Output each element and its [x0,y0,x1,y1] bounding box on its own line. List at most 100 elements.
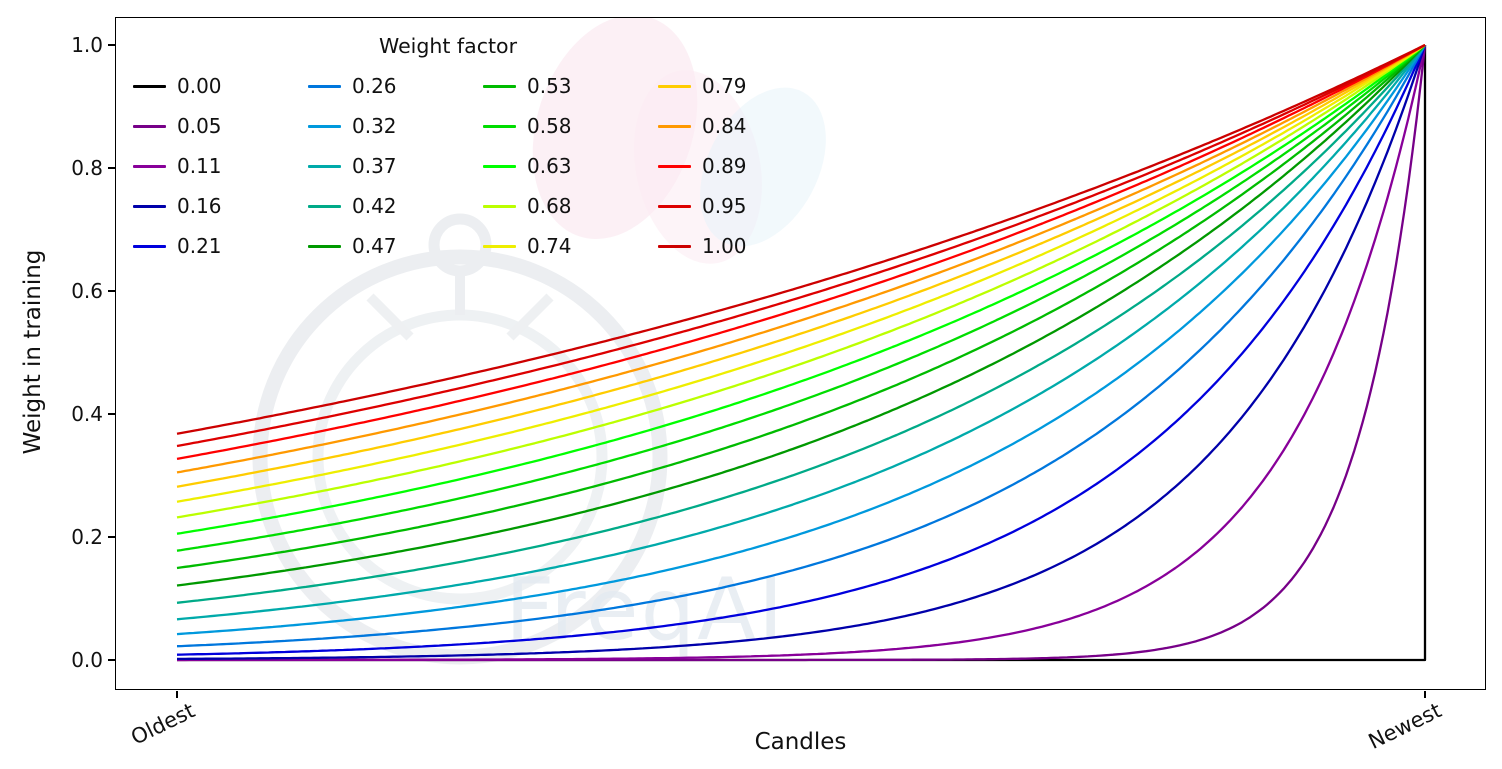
y-axis-title: Weight in training [20,249,46,455]
legend-label: 0.58 [527,114,572,138]
legend-line-swatch [133,164,166,168]
legend-label: 0.95 [702,194,747,218]
series-line [176,44,1426,570]
legend-line-swatch [658,204,691,208]
legend-item: 0.74 [483,234,658,258]
y-tick-label: 1.0 [71,33,103,57]
legend-line-swatch [658,84,691,88]
legend-item: 0.05 [133,114,308,138]
watermark-stopwatch-ear [506,293,554,341]
legend-line-swatch [658,164,691,168]
x-tick-mark [1424,691,1426,698]
series-line [176,44,1426,503]
legend-label: 0.47 [352,234,397,258]
legend-label: 0.11 [177,154,222,178]
y-tick-mark [108,44,115,46]
y-tick-mark [108,167,115,169]
series-line [177,44,1427,661]
series-line [176,44,1426,535]
legend-item: 0.68 [483,194,658,218]
legend-label: 0.79 [702,74,747,98]
legend-label: 0.21 [177,234,222,258]
legend-item: 0.58 [483,114,658,138]
legend-line-swatch [483,124,516,128]
legend-line-swatch [308,164,341,168]
legend-line-swatch [308,124,341,128]
y-tick-label: 0.6 [71,279,103,303]
legend-item: 0.16 [133,194,308,218]
legend-line-swatch [133,204,166,208]
legend-label: 0.74 [527,234,572,258]
legend-item: 0.37 [308,154,483,178]
legend-line-swatch [308,204,341,208]
legend-label: 0.84 [702,114,747,138]
y-tick-label: 0.2 [71,525,103,549]
legend: Weight factor 0.00 0.05 0.11 0.16 0.21 0.26 0.… [133,34,833,266]
watermark-leaf [532,17,698,239]
x-axis-title: Candles [754,729,847,755]
series-line [176,44,1426,519]
legend-label: 0.00 [177,74,222,98]
legend-line-swatch [133,124,166,128]
legend-item: 0.53 [483,74,658,98]
curve-lines [176,43,1427,662]
legend-line-swatch [658,124,691,128]
legend-line-swatch [658,244,691,248]
legend-item: 1.00 [658,234,833,258]
series-line [176,43,1426,448]
legend-item: 0.79 [658,74,833,98]
watermark-leaf [700,87,826,247]
legend-line-swatch [483,244,516,248]
watermark-leaf [634,70,762,264]
series-line [176,44,1426,552]
y-tick-mark [108,413,115,415]
series-line [176,43,1426,461]
legend-label: 0.37 [352,154,397,178]
legend-line-swatch [133,84,166,88]
series-line [176,44,1426,474]
legend-item: 0.95 [658,194,833,218]
y-tick-label: 0.0 [71,648,103,672]
legend-item: 0.42 [308,194,483,218]
legend-line-swatch [308,84,341,88]
legend-item: 0.26 [308,74,483,98]
series-line [176,44,1426,488]
watermark-stopwatch-inner [312,309,608,605]
y-tick-mark [108,536,115,538]
x-tick-mark [176,691,178,698]
watermark-stopwatch-ear [366,293,414,341]
series-line [176,44,1427,656]
legend-item: 0.84 [658,114,833,138]
legend-grid: 0.00 0.05 0.11 0.16 0.21 0.26 0.32 0.37 0.42 0.47… [133,66,833,266]
legend-item: 0.11 [133,154,308,178]
y-tick-mark [108,659,115,661]
legend-item: 0.00 [133,74,308,98]
series-line [176,44,1427,648]
legend-item: 0.89 [658,154,833,178]
legend-label: 0.63 [527,154,572,178]
legend-item: 0.21 [133,234,308,258]
legend-label: 0.26 [352,74,397,98]
plot-area: FreqAI [176,17,1427,665]
legend-label: 1.00 [702,234,747,258]
legend-item: 0.47 [308,234,483,258]
series-line [176,44,1426,636]
series-line [176,44,1426,587]
legend-label: 0.53 [527,74,572,98]
legend-label: 0.68 [527,194,572,218]
legend-title: Weight factor [379,34,517,58]
legend-label: 0.05 [177,114,222,138]
legend-line-swatch [483,204,516,208]
series-line [176,44,1426,621]
legend-item: 0.63 [483,154,658,178]
legend-line-swatch [133,244,166,248]
series-line [176,44,1426,604]
y-tick-label: 0.8 [71,156,103,180]
y-tick-mark [108,290,115,292]
legend-label: 0.32 [352,114,397,138]
series-line [177,44,1427,662]
legend-line-swatch [483,84,516,88]
watermark-text: FreqAI [505,560,785,660]
series-line [176,43,1426,435]
